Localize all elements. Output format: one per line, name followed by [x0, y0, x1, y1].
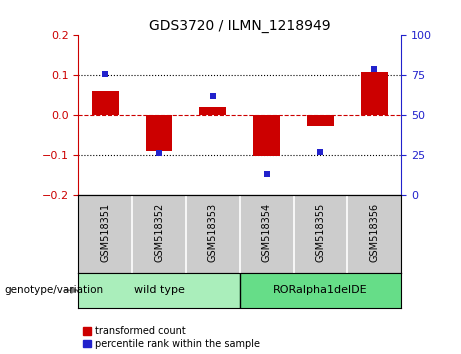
- Text: GSM518354: GSM518354: [261, 202, 272, 262]
- Text: GSM518355: GSM518355: [315, 202, 325, 262]
- Text: GSM518353: GSM518353: [208, 202, 218, 262]
- Bar: [146, 115, 172, 151]
- Point: [371, 66, 378, 72]
- Point: [263, 171, 270, 177]
- Bar: [307, 115, 334, 126]
- Point: [101, 71, 109, 76]
- Text: wild type: wild type: [134, 285, 184, 295]
- Text: GSM518351: GSM518351: [100, 202, 110, 262]
- Bar: [92, 91, 118, 115]
- Point: [317, 149, 324, 154]
- Bar: [253, 115, 280, 156]
- Text: RORalpha1delDE: RORalpha1delDE: [273, 285, 368, 295]
- Bar: [240, 273, 401, 308]
- Text: genotype/variation: genotype/variation: [5, 285, 104, 295]
- Bar: [78, 273, 240, 308]
- Point: [155, 150, 163, 156]
- Title: GDS3720 / ILMN_1218949: GDS3720 / ILMN_1218949: [149, 19, 331, 33]
- Text: GSM518356: GSM518356: [369, 202, 379, 262]
- Bar: [361, 72, 388, 115]
- Text: GSM518352: GSM518352: [154, 202, 164, 262]
- Bar: [199, 107, 226, 115]
- Legend: transformed count, percentile rank within the sample: transformed count, percentile rank withi…: [83, 326, 260, 349]
- Point: [209, 93, 217, 99]
